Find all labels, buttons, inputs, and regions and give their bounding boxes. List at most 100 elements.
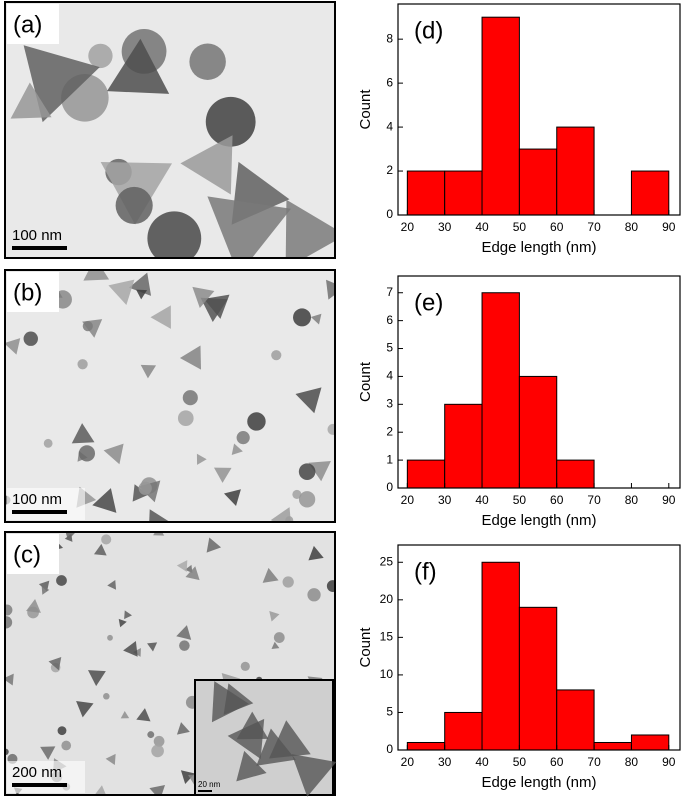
bar xyxy=(630,734,670,751)
x-axis-title: Edge length (nm) xyxy=(481,239,596,256)
y-axis-title: Count xyxy=(357,627,374,668)
y-tick-label: 6 xyxy=(386,313,393,327)
bar xyxy=(481,561,520,751)
particle xyxy=(153,735,165,747)
particle xyxy=(138,481,152,495)
bar xyxy=(444,170,483,216)
panel-label: (a) xyxy=(13,11,42,38)
scale-bar xyxy=(12,246,67,250)
y-tick-label: 2 xyxy=(386,163,393,177)
particle xyxy=(83,270,110,281)
bar xyxy=(556,126,595,216)
particle xyxy=(150,305,171,329)
bar xyxy=(406,459,446,489)
particle xyxy=(23,45,100,123)
particle xyxy=(88,670,106,687)
y-tick-label: 4 xyxy=(386,369,393,383)
particle xyxy=(106,38,170,94)
particle xyxy=(327,423,335,435)
x-axis-title: Edge length (nm) xyxy=(481,512,596,529)
tem-image: (a) 100 nm xyxy=(4,1,336,259)
label-box xyxy=(7,4,59,44)
particle xyxy=(236,431,250,445)
x-tick-label: 70 xyxy=(587,493,601,507)
bar xyxy=(481,292,520,489)
bar xyxy=(518,148,558,216)
particle xyxy=(103,692,110,700)
particle xyxy=(147,211,202,258)
particle xyxy=(213,467,232,483)
particle xyxy=(40,746,56,760)
particle xyxy=(206,537,222,553)
y-tick-label: 3 xyxy=(386,396,393,410)
x-tick-label: 80 xyxy=(625,755,639,769)
x-tick-label: 80 xyxy=(625,220,639,234)
particle xyxy=(176,722,190,735)
x-tick-label: 60 xyxy=(550,755,564,769)
particle xyxy=(271,641,280,650)
y-tick-label: 20 xyxy=(380,592,394,606)
particle xyxy=(262,567,279,583)
particle xyxy=(107,580,117,590)
x-tick-label: 90 xyxy=(662,755,676,769)
inset-scale-bar xyxy=(198,790,212,792)
particle xyxy=(184,564,193,573)
x-tick-label: 50 xyxy=(513,755,527,769)
scale-bar xyxy=(12,783,67,787)
bar xyxy=(444,403,483,489)
particle xyxy=(196,453,207,465)
y-tick-label: 25 xyxy=(380,554,394,568)
x-tick-label: 30 xyxy=(438,220,452,234)
plot-frame xyxy=(397,275,681,489)
y-tick-label: 15 xyxy=(380,630,394,644)
bar xyxy=(630,170,670,216)
particle xyxy=(256,728,296,766)
particle xyxy=(292,489,302,499)
particle xyxy=(207,196,292,258)
particle xyxy=(5,604,13,616)
particle xyxy=(185,566,200,581)
panel-label: (d) xyxy=(414,17,443,44)
particle xyxy=(48,656,62,671)
particle xyxy=(94,785,107,795)
particle xyxy=(149,784,166,795)
particle xyxy=(326,279,335,300)
bar xyxy=(593,741,632,751)
particle xyxy=(293,308,312,327)
scale-bar-label: 200 nm xyxy=(12,764,62,781)
particle xyxy=(227,718,265,759)
particle xyxy=(5,616,13,629)
tem-border xyxy=(4,1,336,259)
x-tick-label: 50 xyxy=(513,220,527,234)
x-tick-label: 20 xyxy=(401,493,415,507)
particle xyxy=(103,443,124,465)
particle xyxy=(308,460,331,482)
particle xyxy=(295,387,322,414)
particle xyxy=(192,286,215,308)
y-tick-label: 5 xyxy=(386,341,393,355)
particle xyxy=(179,640,190,651)
scale-bar-label: 100 nm xyxy=(12,227,62,244)
particle xyxy=(147,642,158,652)
particle xyxy=(118,618,127,628)
y-tick-label: 5 xyxy=(386,705,393,719)
particle xyxy=(153,532,165,536)
y-tick-label: 1 xyxy=(386,452,393,466)
y-axis-title: Count xyxy=(357,89,374,130)
particle xyxy=(88,43,113,69)
scale-bg xyxy=(7,224,85,256)
particle xyxy=(61,740,72,751)
x-tick-label: 80 xyxy=(625,493,639,507)
particle xyxy=(23,331,38,346)
particle xyxy=(105,753,116,766)
y-tick-label: 4 xyxy=(386,119,393,133)
scale-bg xyxy=(7,488,85,520)
particle xyxy=(82,321,93,332)
particle xyxy=(273,632,285,643)
y-tick-label: 6 xyxy=(386,75,393,89)
panel-label: (b) xyxy=(13,279,42,306)
bar xyxy=(518,375,558,489)
particle xyxy=(78,445,96,462)
particle xyxy=(92,488,117,513)
